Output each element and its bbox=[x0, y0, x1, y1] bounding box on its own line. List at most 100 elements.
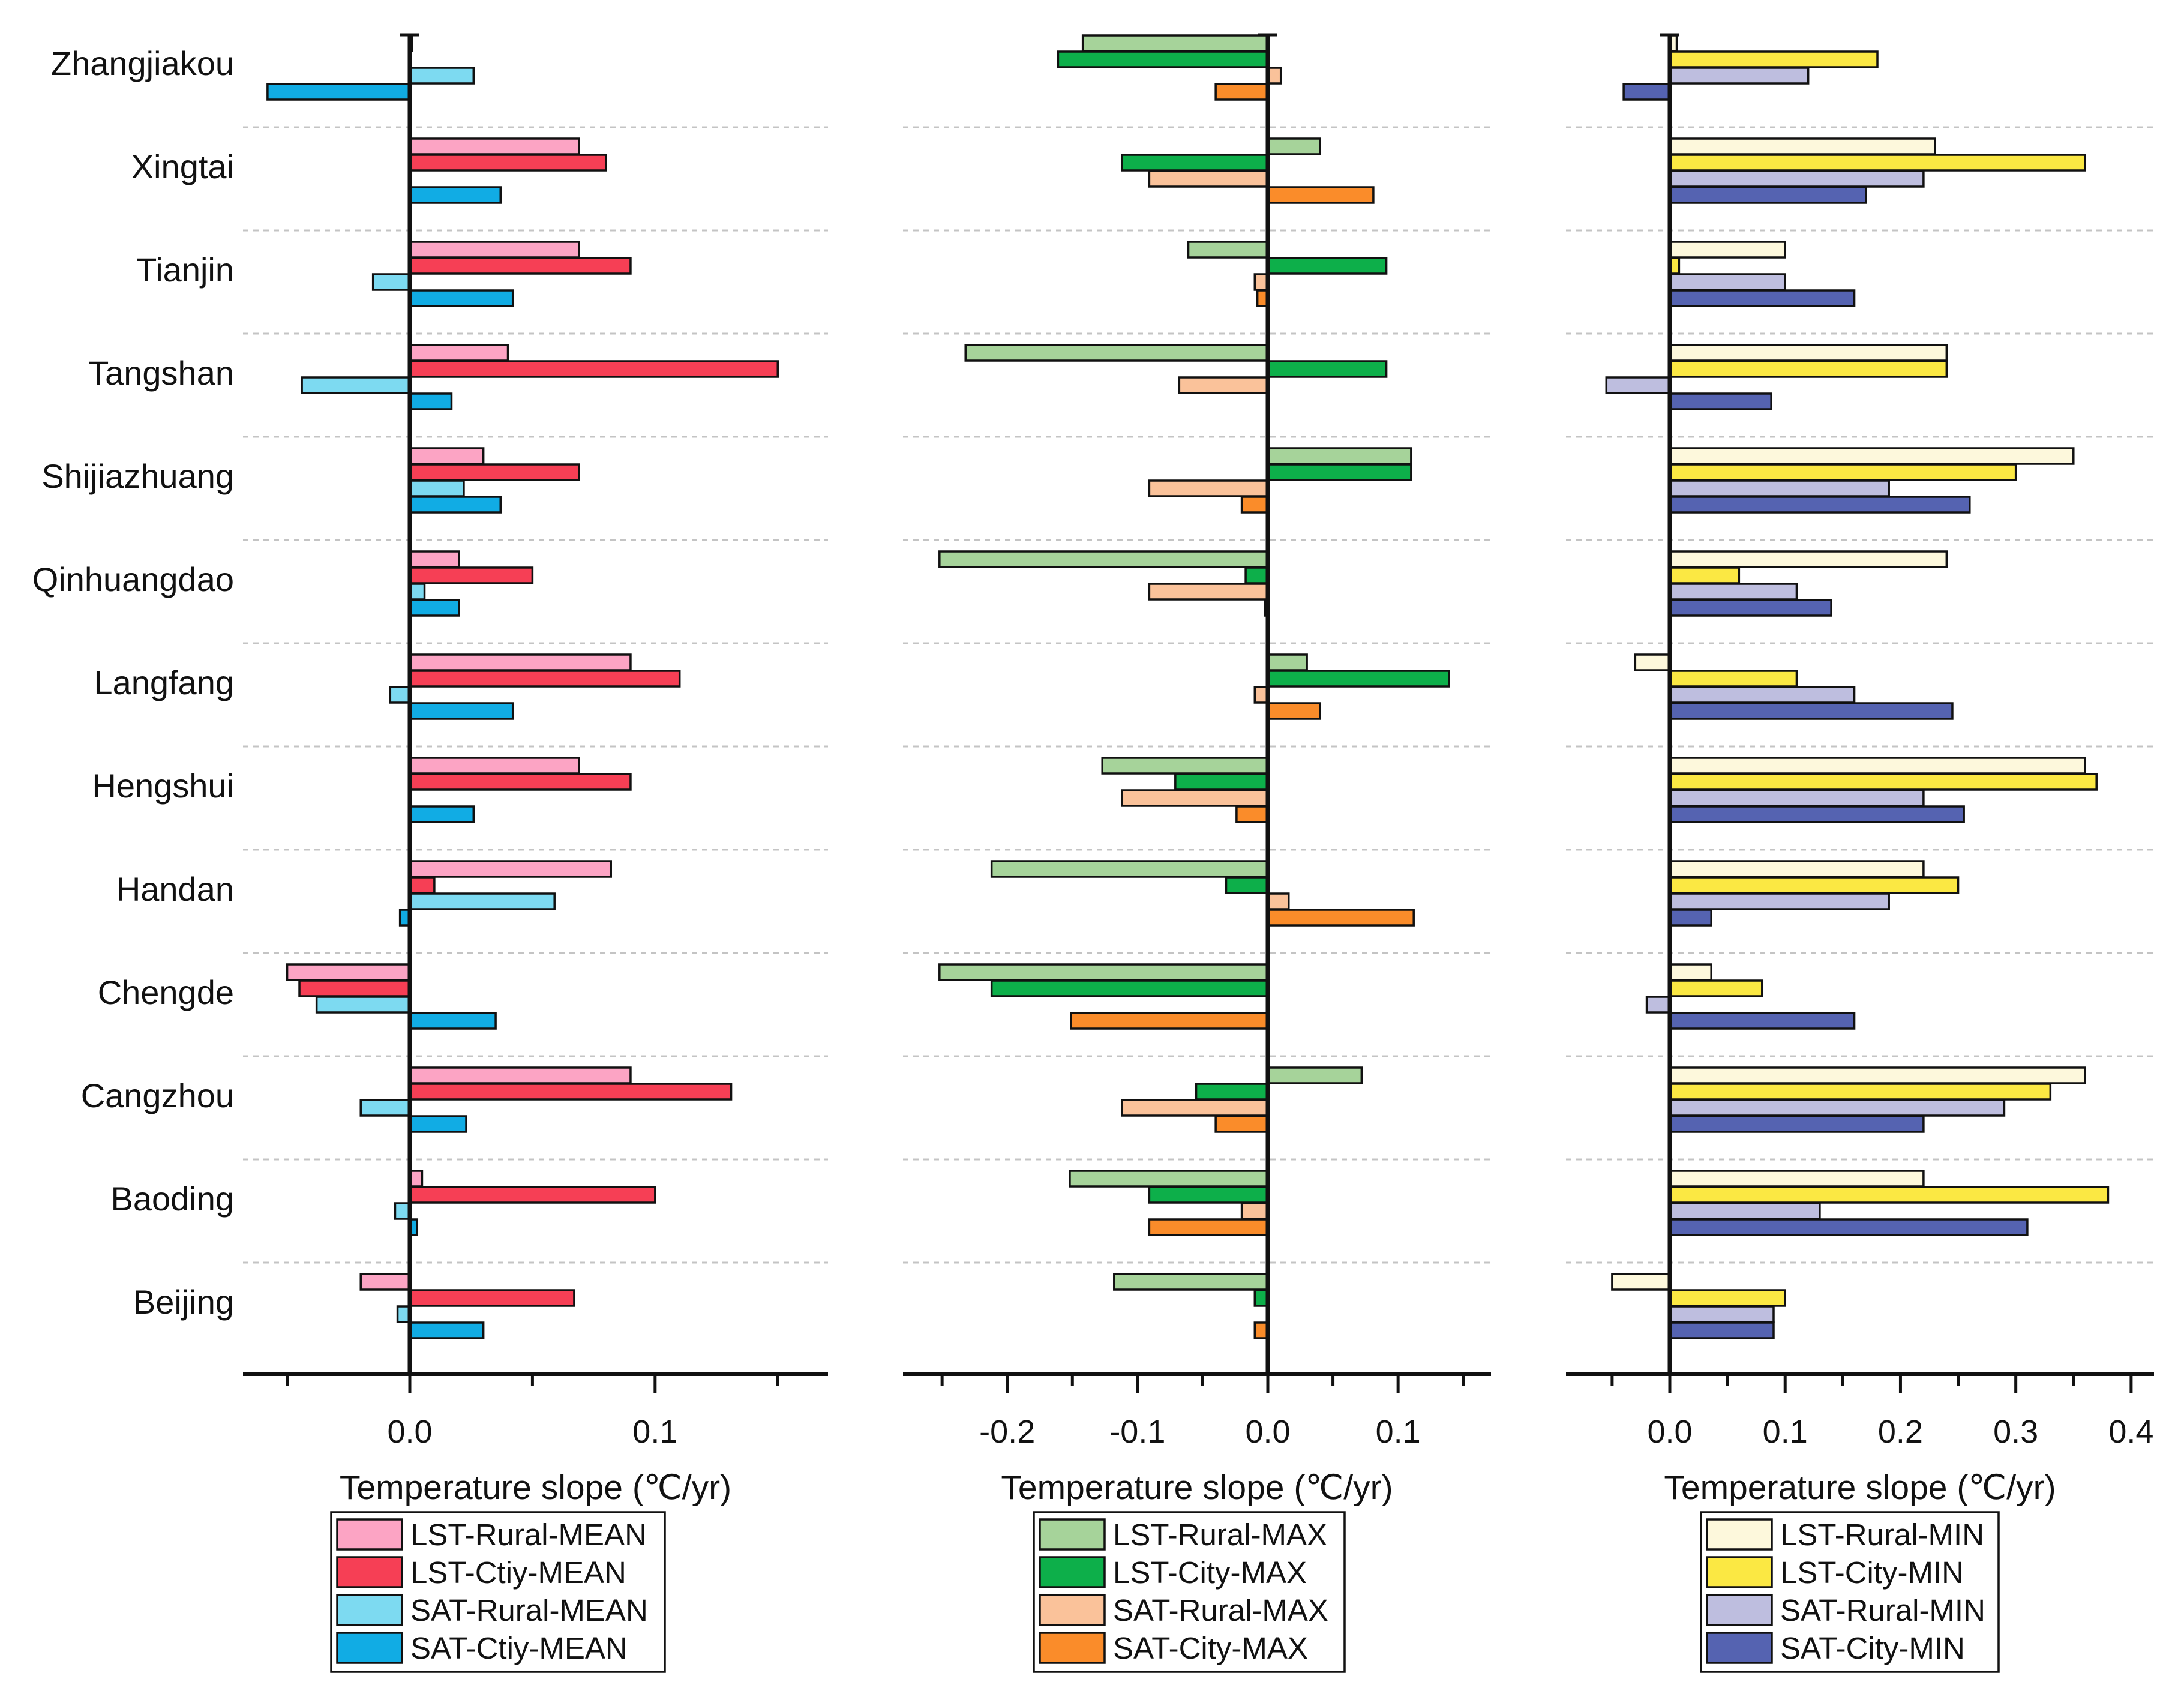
bar-lst-rural-min-chengde bbox=[1669, 963, 1712, 981]
bar-lst-city-min-qinhuangdao bbox=[1669, 566, 1741, 584]
bar-lst-city-min-xingtai bbox=[1669, 154, 2086, 172]
bar-lst-rural-mean-xingtai bbox=[409, 137, 580, 155]
bar-lst-rural-max-chengde bbox=[938, 963, 1269, 981]
legend-swatch-sat-rural-max bbox=[1039, 1594, 1106, 1626]
category-label-beijing: Beijing bbox=[133, 1283, 234, 1321]
bar-lst-rural-max-cangzhou bbox=[1267, 1066, 1363, 1084]
bar-sat-city-min-shijiazhuang bbox=[1669, 496, 1971, 514]
bar-sat-rural-min-hengshui bbox=[1669, 789, 1925, 807]
bar-sat-ctiy-mean-shijiazhuang bbox=[409, 496, 502, 514]
category-label-cangzhou: Cangzhou bbox=[81, 1077, 234, 1114]
bar-sat-rural-min-cangzhou bbox=[1669, 1099, 2006, 1117]
bar-lst-city-max-chengde bbox=[990, 979, 1269, 997]
x-tick-label: 0.4 bbox=[2108, 1414, 2153, 1450]
bar-lst-rural-mean-beijing bbox=[359, 1273, 411, 1291]
bar-lst-rural-mean-langfang bbox=[409, 653, 632, 671]
legend-swatch-lst-city-min bbox=[1706, 1556, 1773, 1588]
bar-lst-city-min-handan bbox=[1669, 876, 1960, 894]
bar-sat-rural-min-shijiazhuang bbox=[1669, 479, 1890, 497]
bar-sat-rural-min-tianjin bbox=[1669, 273, 1786, 291]
bar-sat-ctiy-mean-beijing bbox=[409, 1321, 485, 1339]
bar-sat-city-max-shijiazhuang bbox=[1240, 496, 1269, 514]
x-tick-label: 0.3 bbox=[1993, 1414, 2038, 1450]
bar-sat-rural-mean-qinhuangdao bbox=[409, 583, 426, 601]
legend-swatch-sat-city-min bbox=[1706, 1632, 1773, 1664]
x-axis-title: Temperature slope (℃/yr) bbox=[1664, 1468, 2056, 1507]
bar-sat-rural-min-chengde bbox=[1645, 996, 1671, 1014]
bar-lst-rural-min-qinhuangdao bbox=[1669, 550, 1948, 568]
bar-lst-city-max-langfang bbox=[1267, 670, 1450, 688]
bar-lst-ctiy-mean-chengde bbox=[298, 979, 411, 997]
bar-sat-rural-max-shijiazhuang bbox=[1148, 479, 1269, 497]
category-label-baoding: Baoding bbox=[110, 1180, 234, 1218]
bar-lst-rural-min-shijiazhuang bbox=[1669, 447, 2075, 465]
panel-max: -0.2 -0.1 0.0 0.1 Temperature slope (℃/yr) LS… bbox=[903, 33, 1491, 1673]
bar-sat-rural-max-cangzhou bbox=[1121, 1099, 1269, 1117]
bar-sat-city-min-xingtai bbox=[1669, 186, 1867, 204]
bar-lst-rural-min-tangshan bbox=[1669, 344, 1948, 362]
bar-lst-city-max-qinhuangdao bbox=[1244, 566, 1269, 584]
x-tick-label: 0.0 bbox=[1647, 1414, 1692, 1450]
x-tick-label: 0.1 bbox=[632, 1414, 677, 1450]
bar-lst-ctiy-mean-shijiazhuang bbox=[409, 463, 580, 481]
bar-lst-rural-min-langfang bbox=[1634, 653, 1671, 671]
bar-sat-ctiy-mean-langfang bbox=[409, 702, 514, 720]
legend-swatch-lst-city-max bbox=[1039, 1556, 1106, 1588]
legend-swatch-sat-rural-mean bbox=[336, 1594, 403, 1626]
bar-lst-rural-mean-cangzhou bbox=[409, 1066, 632, 1084]
x-tick-label: 0.0 bbox=[1245, 1414, 1290, 1450]
bar-lst-rural-mean-chengde bbox=[286, 963, 411, 981]
bar-lst-rural-min-xingtai bbox=[1669, 137, 1936, 155]
bar-lst-ctiy-mean-qinhuangdao bbox=[409, 566, 534, 584]
bar-sat-city-max-handan bbox=[1267, 909, 1415, 927]
bar-sat-city-min-beijing bbox=[1669, 1321, 1775, 1339]
bar-sat-rural-min-zhangjiakou bbox=[1669, 67, 1810, 85]
x-tick-label: 0.1 bbox=[1376, 1414, 1421, 1450]
bar-lst-city-max-cangzhou bbox=[1195, 1083, 1269, 1101]
bar-sat-rural-min-handan bbox=[1669, 892, 1890, 910]
bar-sat-rural-mean-handan bbox=[409, 892, 556, 910]
bar-lst-city-max-xingtai bbox=[1121, 154, 1269, 172]
bar-lst-city-max-baoding bbox=[1148, 1186, 1269, 1204]
category-label-hengshui: Hengshui bbox=[92, 767, 234, 805]
category-label-langfang: Langfang bbox=[94, 664, 234, 701]
bar-lst-city-max-hengshui bbox=[1174, 773, 1269, 791]
bar-sat-rural-mean-langfang bbox=[389, 686, 411, 704]
bar-lst-city-max-tangshan bbox=[1267, 360, 1388, 378]
legend-label-sat-city-min: SAT-City-MIN bbox=[1780, 1631, 1965, 1665]
bar-lst-rural-min-hengshui bbox=[1669, 757, 2086, 775]
bar-sat-city-min-hengshui bbox=[1669, 805, 1965, 823]
bar-sat-ctiy-mean-tangshan bbox=[409, 392, 453, 410]
bar-sat-city-min-tangshan bbox=[1669, 392, 1772, 410]
legend-label-sat-rural-max: SAT-Rural-MAX bbox=[1113, 1593, 1328, 1627]
bar-lst-ctiy-mean-tangshan bbox=[409, 360, 779, 378]
bar-sat-city-max-chengde bbox=[1070, 1012, 1269, 1030]
x-axis-title: Temperature slope (℃/yr) bbox=[1001, 1468, 1393, 1507]
bar-lst-rural-max-hengshui bbox=[1101, 757, 1269, 775]
legend-label-sat-rural-mean: SAT-Rural-MEAN bbox=[410, 1593, 648, 1627]
bar-lst-city-min-beijing bbox=[1669, 1289, 1786, 1307]
bar-sat-city-min-langfang bbox=[1669, 702, 1954, 720]
x-tick-label: -0.1 bbox=[1109, 1414, 1165, 1450]
x-axis-title: Temperature slope (℃/yr) bbox=[340, 1468, 731, 1507]
legend-label-lst-rural-mean: LST-Rural-MEAN bbox=[410, 1518, 647, 1552]
bar-sat-city-min-handan bbox=[1669, 909, 1712, 927]
panel-min: 0.0 0.1 0.2 0.3 0.4 Temperature slope (℃/yr) L… bbox=[1566, 33, 2154, 1673]
legend-label-sat-ctiy-mean: SAT-Ctiy-MEAN bbox=[410, 1631, 628, 1665]
bar-sat-city-max-zhangjiakou bbox=[1214, 83, 1269, 101]
bar-lst-rural-max-beijing bbox=[1113, 1273, 1269, 1291]
bar-lst-rural-mean-hengshui bbox=[409, 757, 580, 775]
bar-lst-rural-min-handan bbox=[1669, 860, 1925, 878]
bar-lst-ctiy-mean-baoding bbox=[409, 1186, 656, 1204]
bar-lst-ctiy-mean-handan bbox=[409, 876, 436, 894]
category-label-handan: Handan bbox=[116, 870, 234, 908]
bar-sat-rural-mean-cangzhou bbox=[359, 1099, 411, 1117]
bar-sat-rural-mean-tianjin bbox=[371, 273, 411, 291]
bar-lst-ctiy-mean-xingtai bbox=[409, 154, 607, 172]
bar-sat-city-max-xingtai bbox=[1267, 186, 1375, 204]
bar-sat-city-min-tianjin bbox=[1669, 289, 1856, 307]
bar-lst-rural-max-handan bbox=[990, 860, 1269, 878]
bar-sat-ctiy-mean-qinhuangdao bbox=[409, 599, 460, 617]
bar-sat-city-min-baoding bbox=[1669, 1218, 2029, 1236]
